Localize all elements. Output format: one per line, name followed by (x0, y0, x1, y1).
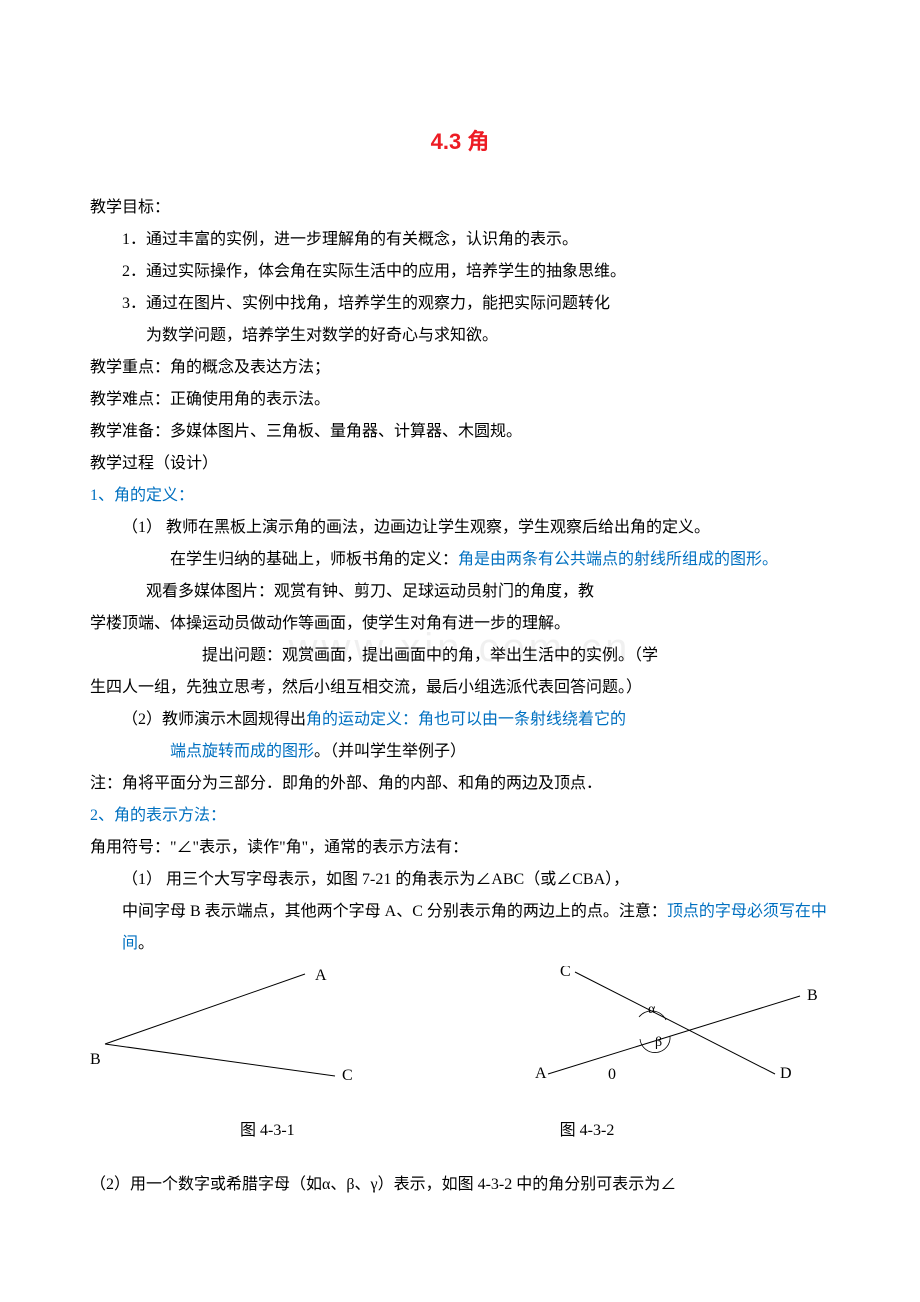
text-line: 教学准备：多媒体图片、三角板、量角器、计算器、木圆规。 (90, 416, 830, 448)
text-line: 教学难点：正确使用角的表示法。 (90, 384, 830, 416)
label-o: 0 (608, 1066, 616, 1081)
text-line: 在学生归纳的基础上，师板书角的定义：角是由两条有公共端点的射线所组成的图形。 (90, 544, 830, 576)
angle-diagram-1: A B C (90, 966, 370, 1081)
label-d: D (780, 1065, 792, 1081)
text-run: 中间字母 B 表示端点，其他两个字母 A、C 分别表示角的两边上的点。注意： (122, 903, 667, 920)
text-line: 教学重点：角的概念及表达方法； (90, 352, 830, 384)
text-line: 角用符号："∠"表示，读作"角"，通常的表示方法有： (90, 832, 830, 864)
figure-4-3-2: C B A D 0 α β (520, 966, 830, 1093)
text-run: 。 (138, 935, 154, 952)
text-line: 1．通过丰富的实例，进一步理解角的有关概念，认识角的表示。 (90, 224, 830, 256)
figure-caption-1: 图 4-3-1 (240, 1115, 295, 1147)
text-line: 教学目标： (90, 192, 830, 224)
text-line: 中间字母 B 表示端点，其他两个字母 A、C 分别表示角的两边上的点。注意：顶点… (90, 896, 830, 960)
text-line: 3．通过在图片、实例中找角，培养学生的观察力，能把实际问题转化 (90, 288, 830, 320)
text-line: 学楼顶端、体操运动员做动作等画面，使学生对角有进一步的理解。 (90, 608, 830, 640)
label-a: A (315, 967, 327, 984)
text-run: （2）教师演示木圆规得出 (122, 711, 306, 728)
text-run-blue: 端点旋转而成的图形 (170, 743, 314, 760)
text-run: 在学生归纳的基础上，师板书角的定义： (170, 551, 458, 568)
text-line: （2）用一个数字或希腊字母（如α、β、γ）表示，如图 4-3-2 中的角分别可表… (90, 1169, 830, 1201)
section-heading: 1、角的定义： (90, 480, 830, 512)
section-heading: 2、角的表示方法： (90, 800, 830, 832)
text-line: 生四人一组，先独立思考，然后小组互相交流，最后小组选派代表回答问题。） (90, 672, 830, 704)
angle-diagram-2: C B A D 0 α β (520, 966, 830, 1081)
text-line: 观看多媒体图片：观赏有钟、剪刀、足球运动员射门的角度，教 (90, 576, 830, 608)
text-run: 。（并叫学生举例子） (314, 743, 466, 760)
label-b: B (807, 987, 818, 1004)
label-a: A (535, 1065, 547, 1081)
label-c: C (342, 1067, 353, 1081)
page-title: 4.3 角 (90, 120, 830, 164)
text-run-blue: 角的运动定义：角也可以由一条射线绕着它的 (306, 711, 626, 728)
text-line: 提出问题：观赏画面，提出画面中的角，举出生活中的实例。（学 (90, 640, 830, 672)
figures-row: A B C C B A D 0 α β (90, 966, 830, 1093)
figure-4-3-1: A B C (90, 966, 370, 1093)
text-line: （1） 用三个大写字母表示，如图 7-21 的角表示为∠ABC（或∠CBA）， (90, 864, 830, 896)
label-c: C (560, 966, 571, 980)
text-line: 教学过程（设计） (90, 448, 830, 480)
text-line: （1） 教师在黑板上演示角的画法，边画边让学生观察，学生观察后给出角的定义。 (90, 512, 830, 544)
label-beta: β (655, 1035, 662, 1050)
text-line: 注：角将平面分为三部分．即角的外部、角的内部、和角的两边及顶点． (90, 768, 830, 800)
figure-caption-2: 图 4-3-2 (560, 1115, 615, 1147)
text-run-blue: 角是由两条有公共端点的射线所组成的图形。 (458, 551, 778, 568)
label-b: B (90, 1051, 101, 1068)
text-line: 2．通过实际操作，体会角在实际生活中的应用，培养学生的抽象思维。 (90, 256, 830, 288)
figure-captions: 图 4-3-1 图 4-3-2 (90, 1115, 830, 1147)
text-line: （2）教师演示木圆规得出角的运动定义：角也可以由一条射线绕着它的 (90, 704, 830, 736)
text-line: 为数学问题，培养学生对数学的好奇心与求知欲。 (90, 320, 830, 352)
label-alpha: α (648, 1002, 656, 1017)
text-line: 端点旋转而成的图形。（并叫学生举例子） (90, 736, 830, 768)
